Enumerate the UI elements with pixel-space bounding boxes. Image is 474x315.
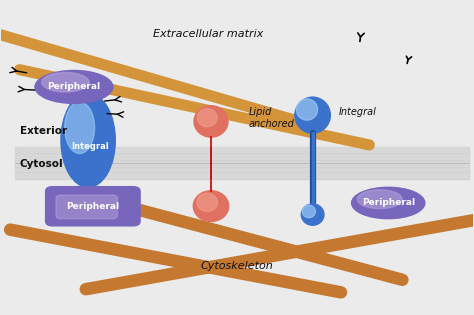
FancyBboxPatch shape [56, 195, 118, 219]
Text: Cytosol: Cytosol [19, 159, 63, 169]
Ellipse shape [302, 205, 316, 218]
Ellipse shape [193, 191, 229, 221]
Ellipse shape [35, 71, 113, 103]
Text: Cytoskeleton: Cytoskeleton [201, 261, 273, 271]
Text: Integral: Integral [338, 107, 376, 117]
Text: Integral: Integral [72, 142, 109, 151]
Bar [15, 146, 469, 180]
Ellipse shape [301, 204, 324, 225]
Ellipse shape [295, 97, 330, 133]
Text: Peripheral: Peripheral [47, 83, 100, 91]
FancyBboxPatch shape [46, 187, 140, 226]
Ellipse shape [197, 193, 218, 211]
Ellipse shape [197, 109, 217, 127]
Ellipse shape [296, 99, 318, 120]
Ellipse shape [64, 102, 95, 154]
Ellipse shape [357, 190, 402, 209]
Text: Extracellular matrix: Extracellular matrix [154, 29, 264, 39]
Ellipse shape [194, 106, 228, 137]
Text: Exterior: Exterior [19, 126, 67, 136]
Text: Peripheral: Peripheral [66, 202, 119, 211]
Ellipse shape [352, 187, 425, 219]
Ellipse shape [42, 72, 89, 92]
Text: Lipid
anchored: Lipid anchored [249, 107, 295, 129]
Ellipse shape [61, 93, 115, 187]
Text: Peripheral: Peripheral [362, 198, 415, 208]
